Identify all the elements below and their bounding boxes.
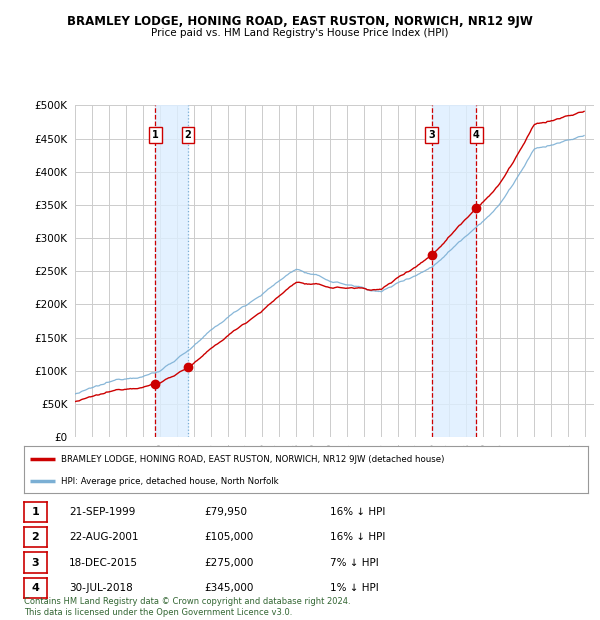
Text: 7% ↓ HPI: 7% ↓ HPI [330, 557, 379, 568]
Text: 21-SEP-1999: 21-SEP-1999 [69, 507, 136, 517]
Text: 22-AUG-2001: 22-AUG-2001 [69, 532, 139, 542]
Text: 16% ↓ HPI: 16% ↓ HPI [330, 532, 385, 542]
Text: BRAMLEY LODGE, HONING ROAD, EAST RUSTON, NORWICH, NR12 9JW (detached house): BRAMLEY LODGE, HONING ROAD, EAST RUSTON,… [61, 455, 444, 464]
Text: £345,000: £345,000 [204, 583, 253, 593]
Text: BRAMLEY LODGE, HONING ROAD, EAST RUSTON, NORWICH, NR12 9JW: BRAMLEY LODGE, HONING ROAD, EAST RUSTON,… [67, 16, 533, 29]
Text: £275,000: £275,000 [204, 557, 253, 568]
Text: HPI: Average price, detached house, North Norfolk: HPI: Average price, detached house, Nort… [61, 477, 278, 486]
Text: 30-JUL-2018: 30-JUL-2018 [69, 583, 133, 593]
Text: Price paid vs. HM Land Registry's House Price Index (HPI): Price paid vs. HM Land Registry's House … [151, 28, 449, 38]
Text: Contains HM Land Registry data © Crown copyright and database right 2024.
This d: Contains HM Land Registry data © Crown c… [24, 598, 350, 617]
Text: £105,000: £105,000 [204, 532, 253, 542]
Text: 3: 3 [32, 557, 39, 568]
Text: 1% ↓ HPI: 1% ↓ HPI [330, 583, 379, 593]
Text: 18-DEC-2015: 18-DEC-2015 [69, 557, 138, 568]
Text: 1: 1 [152, 130, 158, 140]
Text: 4: 4 [473, 130, 479, 140]
Bar [155, 105, 188, 437]
Text: 2: 2 [32, 532, 39, 542]
Text: £79,950: £79,950 [204, 507, 247, 517]
Text: 2: 2 [185, 130, 191, 140]
Text: 3: 3 [428, 130, 435, 140]
Bar [431, 105, 476, 437]
Text: 1: 1 [32, 507, 39, 517]
Text: 16% ↓ HPI: 16% ↓ HPI [330, 507, 385, 517]
Text: 4: 4 [31, 583, 40, 593]
